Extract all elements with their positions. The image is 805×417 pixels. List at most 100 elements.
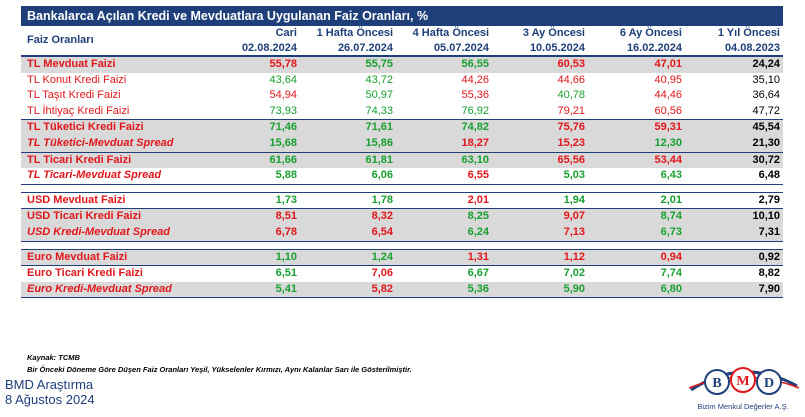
rate-value-cell: 55,78 — [199, 55, 300, 73]
row-label-header: Faiz Oranları — [21, 26, 199, 57]
rate-value-cell: 21,30 — [685, 135, 783, 153]
rates-panel: Bankalarca Açılan Kredi ve Mevduatlara U… — [21, 6, 783, 299]
section-spacer — [21, 184, 783, 192]
rate-value-cell: 7,13 — [492, 224, 588, 242]
spacer-cell — [300, 241, 396, 249]
col-header-label: 3 Ay Öncesi — [522, 27, 585, 39]
table-row: USD Kredi-Mevduat Spread 6,78 6,54 6,24 7,13… — [21, 224, 783, 242]
col-header-date: 04.08.2023 — [685, 41, 783, 57]
row-label: USD Mevduat Faizi — [21, 191, 199, 210]
rate-value-cell: 9,07 — [492, 208, 588, 225]
rate-value-cell: 61,66 — [199, 152, 300, 169]
rate-value-cell: 8,74 — [588, 208, 685, 225]
col-header-date: 10.05.2024 — [492, 41, 588, 57]
footer-date: 8 Ağustos 2024 — [5, 392, 95, 407]
rate-value-cell: 2,79 — [685, 191, 783, 210]
row-label: Euro Kredi-Mevduat Spread — [21, 281, 199, 299]
row-label: Euro Mevduat Faizi — [21, 248, 199, 267]
rate-value-cell: 71,46 — [199, 119, 300, 136]
rate-value-cell: 30,72 — [685, 152, 783, 169]
rate-value-cell: 2,01 — [396, 191, 492, 210]
rate-value-cell: 5,82 — [300, 281, 396, 299]
interest-rates-table: Faiz Oranları Cari 1 Hafta Öncesi 4 Haft… — [21, 26, 783, 299]
rate-value-cell: 65,56 — [492, 152, 588, 169]
rate-value-cell: 12,30 — [588, 135, 685, 153]
logo-letter: B — [712, 376, 721, 391]
rate-value-cell: 60,53 — [492, 55, 588, 73]
rate-value-cell: 15,86 — [300, 135, 396, 153]
spacer-cell — [21, 184, 199, 192]
rate-value-cell: 61,81 — [300, 152, 396, 169]
rate-value-cell: 15,23 — [492, 135, 588, 153]
rate-value-cell: 43,72 — [365, 73, 393, 86]
rate-value-cell: 63,10 — [396, 152, 492, 169]
rate-value-cell: 75,76 — [492, 119, 588, 136]
rate-value-cell: 5,03 — [492, 168, 588, 185]
rate-value-cell: 5,36 — [396, 281, 492, 299]
rate-value-cell: 45,54 — [685, 119, 783, 136]
table-row: TL Tüketici-Mevduat Spread 15,68 15,86 18,2… — [21, 135, 783, 153]
logo-letter: D — [764, 376, 774, 391]
rate-value-cell: 1,10 — [199, 248, 300, 267]
rate-value-cell: 1,31 — [396, 248, 492, 267]
spacer-cell — [588, 241, 685, 249]
spacer-cell — [492, 241, 588, 249]
rate-value-cell: 59,31 — [588, 119, 685, 136]
rate-value-cell: 8,25 — [396, 208, 492, 225]
rate-value-cell: 44,66 — [557, 73, 585, 86]
rate-value-cell: 5,41 — [199, 281, 300, 299]
rate-value-cell: 56,55 — [396, 55, 492, 73]
rate-value-cell: 1,12 — [492, 248, 588, 267]
rate-value-cell: 71,61 — [300, 119, 396, 136]
table-row: TL Taşıt Kredi Faizi 54,94 50,97 55,36 40,78… — [21, 88, 783, 104]
rate-value-cell: 74,82 — [396, 119, 492, 136]
table-row: TL Mevduat Faizi 55,78 55,75 56,55 60,53 47,0… — [21, 55, 783, 73]
table-row: TL İhtiyaç Kredi Faizi 73,93 74,33 76,92 79,… — [21, 103, 783, 121]
spacer-cell — [199, 241, 300, 249]
table-title: Bankalarca Açılan Kredi ve Mevduatlara U… — [21, 6, 783, 26]
table-row: TL Konut Kredi Faizi 43,64 43,72 44,26 44,66… — [21, 73, 783, 89]
notes: Kaynak: TCMB Bir Önceki Döneme Göre Düşe… — [27, 352, 412, 376]
col-header-date: 02.08.2024 — [199, 41, 300, 57]
row-label: USD Ticari Kredi Faizi — [21, 208, 199, 225]
table-row: USD Mevduat Faizi 1,73 1,78 2,01 1,94 2,01 2,7… — [21, 191, 783, 210]
table-row: Euro Ticari Kredi Faizi 6,51 7,06 6,67 7,02 7… — [21, 266, 783, 282]
color-legend-note: Bir Önceki Döneme Göre Düşen Faiz Oranla… — [27, 365, 412, 374]
row-label: TL Ticari-Mevduat Spread — [21, 168, 199, 185]
rate-value-cell: 43,64 — [269, 73, 297, 86]
table-row: TL Ticari-Mevduat Spread 5,88 6,06 6,55 5,03… — [21, 168, 783, 185]
col-header-date: 05.07.2024 — [396, 41, 492, 57]
rate-value-cell: 6,48 — [685, 168, 783, 185]
col-header-date: 16.02.2024 — [588, 41, 685, 57]
rate-value-cell: 24,24 — [685, 55, 783, 73]
row-label: TL Tüketici Kredi Faizi — [21, 119, 199, 136]
rate-value-cell: 1,78 — [300, 191, 396, 210]
logo-tagline: Bizim Menkul Değerler A.Ş. — [697, 402, 788, 411]
spacer-cell — [685, 184, 783, 192]
rate-value-cell: 6,78 — [199, 224, 300, 242]
rate-value-cell: 7,06 — [371, 267, 393, 280]
col-header-label: 1 Yıl Öncesi — [717, 27, 780, 39]
rate-value-cell: 6,67 — [467, 267, 489, 280]
spacer-cell — [396, 241, 492, 249]
rate-value-cell: 74,33 — [300, 103, 396, 121]
rate-value-cell: 1,73 — [199, 191, 300, 210]
logo-graphic: B M D Bizim Menkul Değerler A.Ş. — [688, 367, 800, 411]
table-row: USD Ticari Kredi Faizi 8,51 8,32 8,25 9,07 8,… — [21, 208, 783, 225]
rate-value-cell: 6,80 — [588, 281, 685, 299]
rate-value-cell: 7,31 — [685, 224, 783, 242]
rate-value-cell: 6,51 — [275, 267, 297, 280]
rate-value-cell: 8,51 — [199, 208, 300, 225]
rate-value-cell: 8,32 — [300, 208, 396, 225]
spacer-cell — [492, 184, 588, 192]
table-row: TL Tüketici Kredi Faizi 71,46 71,61 74,82 75… — [21, 119, 783, 136]
rate-value-cell: 50,97 — [365, 89, 393, 102]
rate-value-cell: 60,56 — [588, 103, 685, 121]
rate-value-cell: 6,55 — [396, 168, 492, 185]
footer: BMD Araştırma 8 Ağustos 2024 — [5, 377, 95, 407]
row-label: Euro Ticari Kredi Faizi — [27, 267, 143, 280]
rate-value-cell: 40,78 — [557, 89, 585, 102]
spacer-cell — [300, 184, 396, 192]
rate-value-cell: 76,92 — [396, 103, 492, 121]
spacer-cell — [588, 184, 685, 192]
